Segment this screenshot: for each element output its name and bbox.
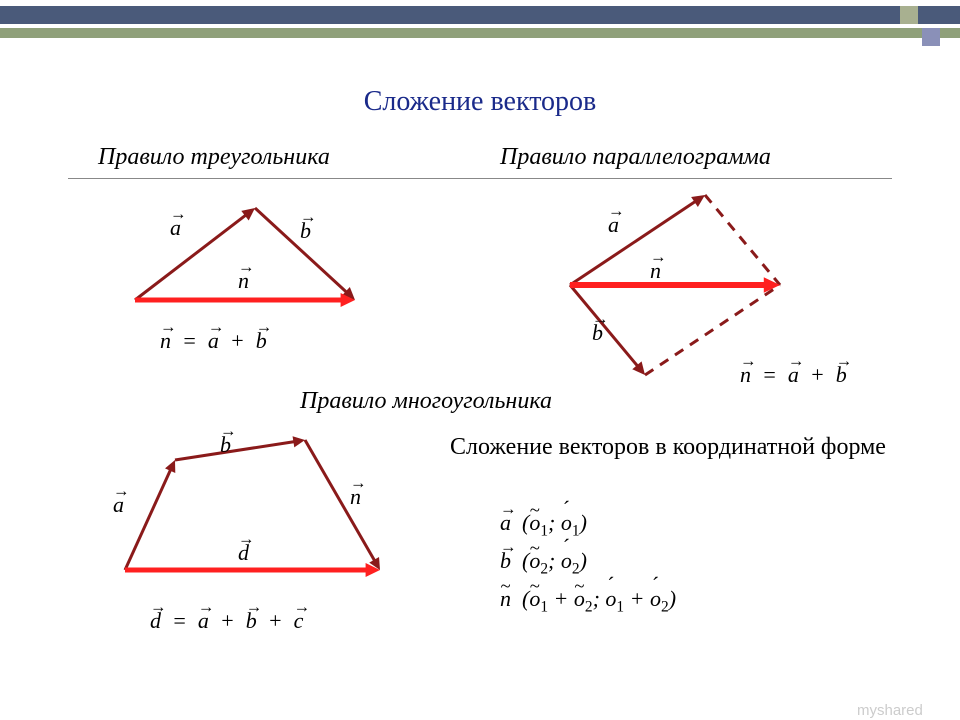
polygon-heading: Правило многоугольника	[300, 388, 552, 415]
polygon-formula: d = a + b + c	[150, 608, 303, 634]
header-accent-2	[922, 28, 940, 46]
triangle-label-n: n	[238, 268, 249, 294]
coordinate-heading: Сложение векторов в координатной форме	[428, 434, 908, 461]
watermark: myshared	[857, 702, 923, 719]
parallelogram-label-a: a	[608, 212, 619, 238]
polygon-label-a: a	[113, 492, 124, 518]
parallelogram-diagram	[540, 185, 830, 385]
coordinate-formula-a: a (o1; o1)	[500, 510, 587, 540]
header-bar-1	[0, 6, 960, 24]
polygon-label-b: b	[220, 432, 231, 458]
coordinate-formula-b: b (o2; o2)	[500, 548, 587, 578]
polygon-diagram	[105, 430, 405, 600]
polygon-label-n: n	[350, 484, 361, 510]
header-accent-1	[900, 6, 918, 24]
page-title: Сложение векторов	[0, 86, 960, 118]
coordinate-formula-n: n (o1 + o2; o1 + o2)	[500, 586, 676, 616]
triangle-formula: n = a + b	[160, 328, 267, 354]
divider-line	[68, 178, 892, 179]
parallelogram-label-b: b	[592, 320, 603, 346]
triangle-label-b: b	[300, 218, 311, 244]
header-bar-2	[0, 28, 960, 38]
parallelogram-label-n: n	[650, 258, 661, 284]
triangle-heading: Правило треугольника	[98, 144, 330, 171]
parallelogram-heading: Правило параллелограмма	[500, 144, 771, 171]
triangle-label-a: a	[170, 215, 181, 241]
parallelogram-formula: n = a + b	[740, 362, 847, 388]
polygon-label-d: d	[238, 540, 249, 566]
